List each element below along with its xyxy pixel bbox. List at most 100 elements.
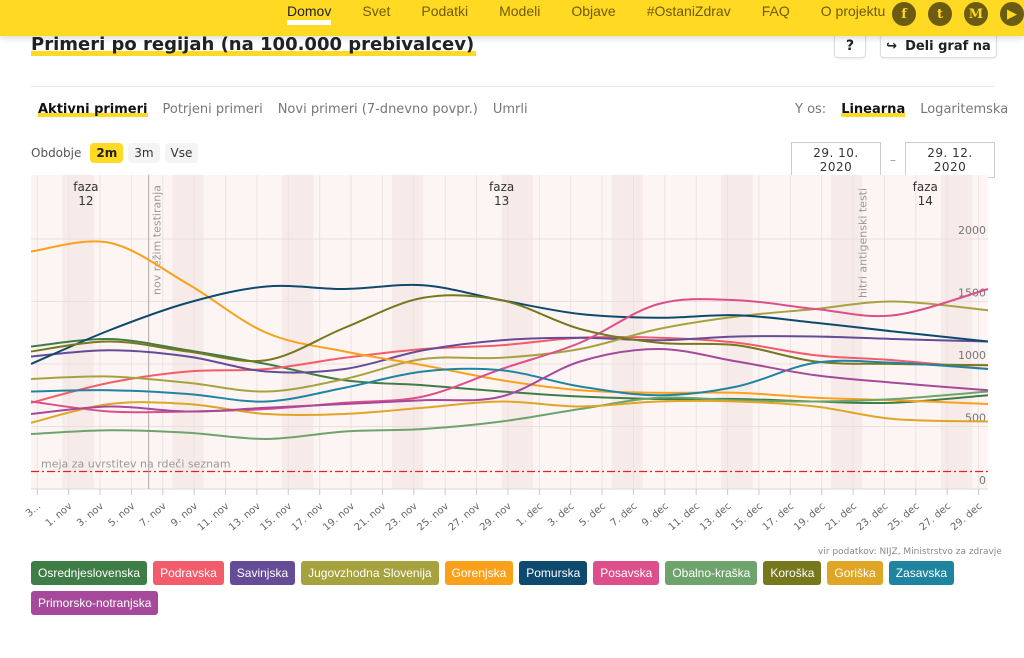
nav-item-modeli[interactable]: Modeli [499,3,541,19]
legend-item-savinjska[interactable]: Savinjska [229,561,296,585]
x-tick-label: 27. nov [447,501,483,534]
phase-label: faza [489,180,514,194]
phase-label: faza [73,180,98,194]
y-tick-label: 1000 [958,349,986,362]
x-tick-label: 19. nov [321,501,357,534]
x-tick-label: 15. nov [258,501,294,534]
x-tick-label: 29. nov [478,501,514,534]
facebook-icon[interactable]: f [892,2,916,26]
x-tick-label: 17. dec [761,501,796,533]
nav-item-objave[interactable]: Objave [571,3,616,19]
phase-number: 14 [918,194,933,208]
x-tick-label: 7. dec [609,501,640,529]
series-line-podravska [30,335,989,404]
x-tick-label: 17. nov [290,501,326,534]
x-tick-label: 27. dec [918,501,953,533]
tab-potrjeni-primeri[interactable]: Potrjeni primeri [162,102,263,117]
legend-item-osrednjeslovenska[interactable]: Osrednjeslovenska [31,561,148,585]
weekend-band [501,175,534,489]
legend-item-pomurska[interactable]: Pomurska [519,561,588,585]
share-button[interactable]: ↪ Deli graf na [880,34,997,58]
weekend-band [282,175,314,489]
data-source: vir podatkov: NIJZ, Ministrstvo za zdrav… [818,547,1002,557]
legend-item-gori-ka[interactable]: Goriška [827,561,883,585]
weekend-band [721,175,753,489]
share-button-label: Deli graf na [905,38,991,54]
legend-item-primorsko-notranjska[interactable]: Primorsko-notranjska [31,591,159,615]
top-navigation-bar: Domov Svet Podatki Modeli Objave #OstaniZdrav… [0,0,1024,36]
x-tick-label: 13. dec [698,501,733,533]
period-all-button[interactable]: Vse [164,143,199,163]
x-tick-label: 11. nov [196,501,232,534]
weekend-band [611,175,643,489]
x-tick-label: 15. dec [729,501,764,533]
x-tick-label: 5. dec [577,501,608,529]
nav-item-o-projektu[interactable]: O projektu [820,3,886,19]
tab-aktivni-primeri[interactable]: Aktivni primeri [38,102,148,117]
x-tick-label: 19. dec [792,501,827,533]
divider [31,86,994,87]
y-tick-label: 2000 [958,224,986,237]
chart-header: Primeri po regijah (na 100.000 prebivalc… [31,34,997,64]
phase-number: 12 [78,194,93,208]
medium-icon[interactable]: M [964,2,988,26]
legend-item-posavska[interactable]: Posavska [593,561,660,585]
nav-item-domov[interactable]: Domov [287,3,332,25]
twitter-icon[interactable]: t [928,2,952,26]
tab-umrli[interactable]: Umrli [492,102,528,117]
chart-legend: Osrednjeslovenska Podravska Savinjska Jugov… [31,561,991,615]
nav-item-faq[interactable]: FAQ [761,3,790,19]
x-tick-label: 23. dec [855,501,890,533]
nav-item-ostanizdrav[interactable]: #OstaniZdrav [646,3,731,19]
date-separator: – [890,153,896,167]
period-2m-button[interactable]: 2m [90,143,124,163]
weekend-band [172,175,204,489]
series-line-primorsko-notranjska [30,347,989,415]
annotation-label: nov režim testiranja [151,185,164,295]
x-tick-label: 29. dec [949,501,984,533]
legend-item-podravska[interactable]: Podravska [153,561,224,585]
legend-item-obalno-kra-ka[interactable]: Obalno-kraška [665,561,758,585]
series-line-koro-ka [30,294,989,367]
youtube-icon[interactable]: ▶ [1000,2,1024,26]
x-tick-label: 3. dec [546,501,577,529]
legend-item-koro-ka[interactable]: Koroška [763,561,822,585]
series-line-gori-ka [30,399,989,424]
share-icon: ↪ [886,38,898,54]
series-line-gorenjska [30,240,989,405]
y-axis-scale-selector: Y os: Linearna Logaritemska [795,102,1008,117]
x-tick-label: 21. nov [353,501,389,534]
period-label: Obdobje [31,146,82,160]
weekend-band [831,175,863,489]
tab-novi-primeri-7-dnevno-povpr[interactable]: Novi primeri (7-dnevno povpr.) [277,102,478,117]
date-range: 29. 10. 2020 – 29. 12. 2020 [791,142,995,178]
x-tick-label: 1. nov [44,501,75,529]
x-tick-label: 3. nov [75,501,106,529]
x-tick-label: 25. dec [886,501,921,533]
weekend-band [391,175,424,489]
series-line-zasavska [30,359,989,403]
nav-item-podatki[interactable]: Podatki [421,3,469,19]
x-tick-label: 1. dec [515,501,546,529]
social-links: f t M ▶ [892,2,1024,26]
date-to-input[interactable]: 29. 12. 2020 [905,142,995,178]
period-3m-button[interactable]: 3m [128,143,160,163]
x-tick-label: 21. dec [824,501,859,533]
series-line-obalno-kra-ka [30,390,989,441]
legend-item-gorenjska[interactable]: Gorenjska [444,561,514,585]
legend-item-zasavska[interactable]: Zasavska [888,561,955,585]
x-tick-label: 23. nov [384,501,420,534]
help-button[interactable]: ? [834,34,866,58]
y-axis-option-linear[interactable]: Linearna [841,102,906,117]
phase-label: faza [913,180,938,194]
weekend-band [940,175,973,489]
y-axis-option-log[interactable]: Logaritemska [920,102,1009,117]
nav-item-svet[interactable]: Svet [362,3,391,19]
date-from-input[interactable]: 29. 10. 2020 [791,142,881,178]
period-selector: Obdobje 2m 3m Vse [31,143,199,163]
series-line-savinjska [30,335,989,374]
metric-tabs: Aktivni primeri Potrjeni primeri Novi prim… [38,102,528,117]
x-tick-label: 3... [24,501,43,520]
legend-item-jugovzhodna-slovenija[interactable]: Jugovzhodna Slovenija [301,561,439,585]
